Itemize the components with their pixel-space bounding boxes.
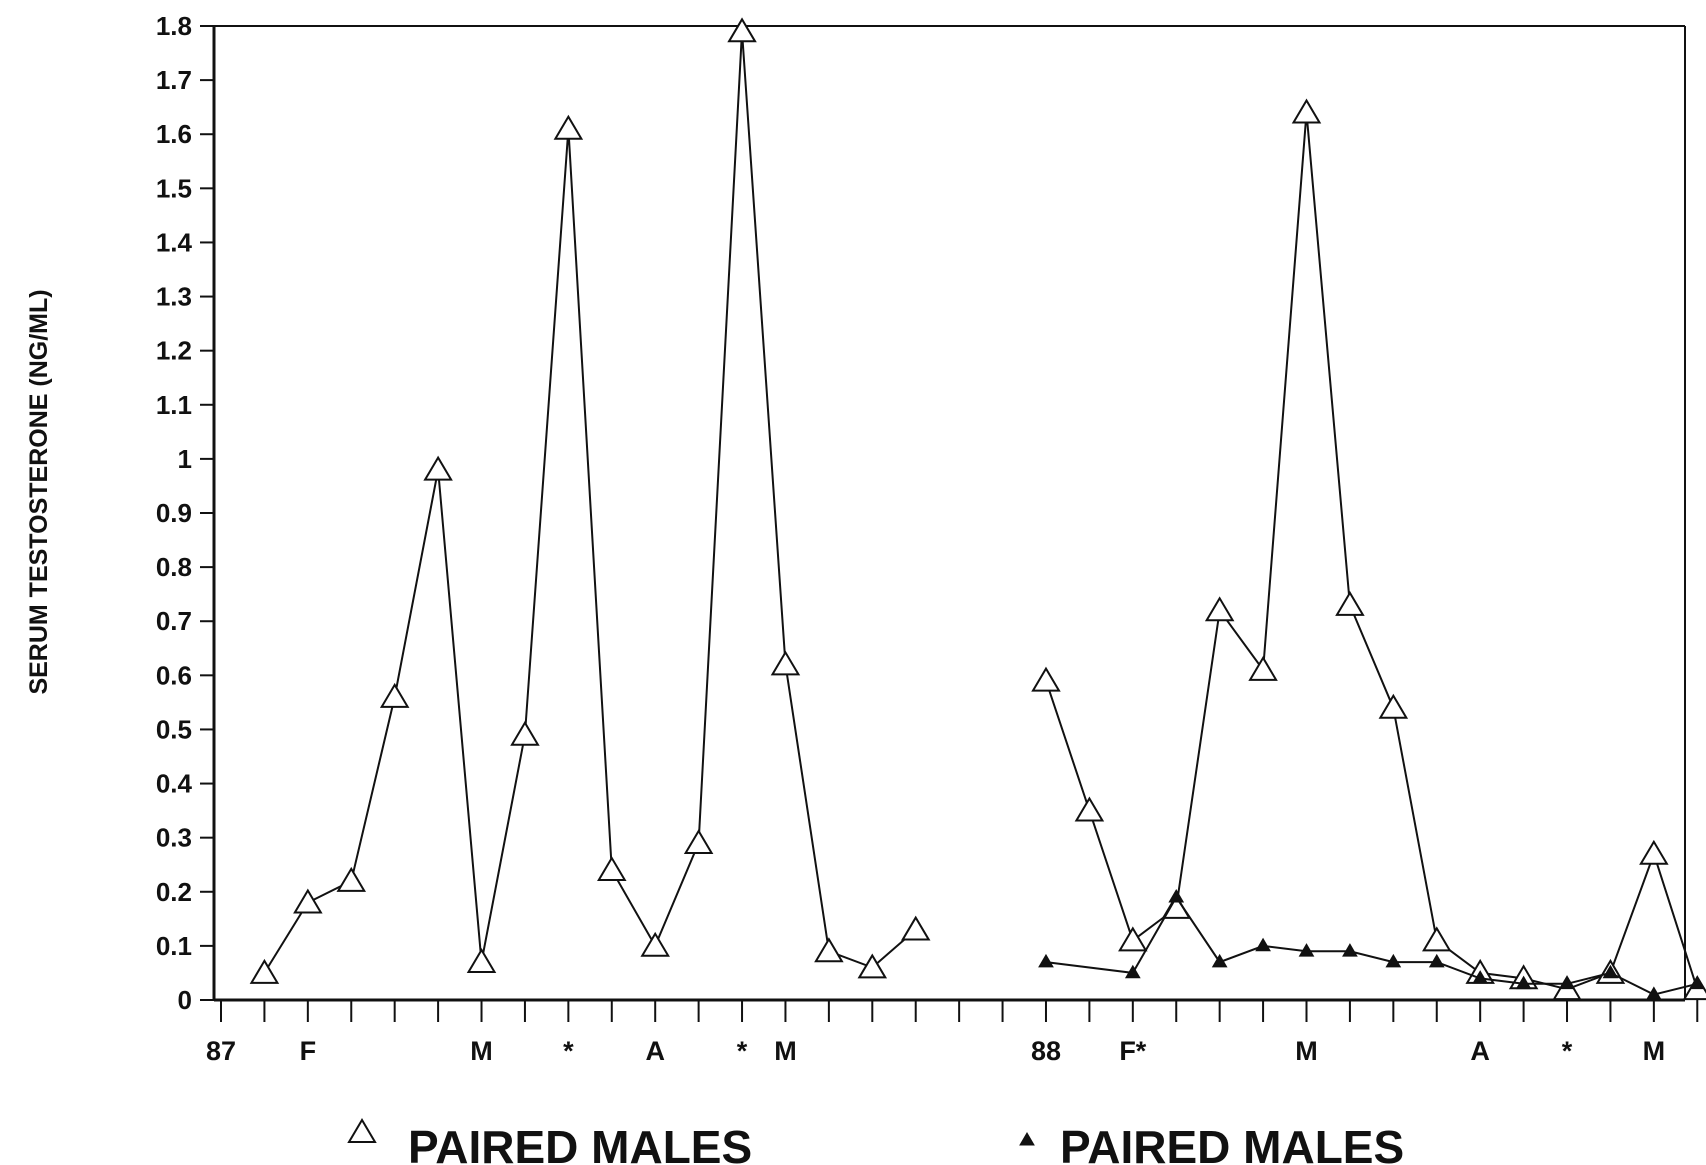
data-point-filled-triangle bbox=[1602, 964, 1619, 979]
x-axis-label: M bbox=[1643, 1036, 1666, 1066]
data-point-filled-triangle bbox=[1515, 975, 1532, 990]
y-tick-label: 1 bbox=[178, 444, 192, 474]
y-tick-label: 0.7 bbox=[156, 606, 192, 636]
y-tick-label: 1.6 bbox=[156, 119, 192, 149]
y-tick-label: 1.4 bbox=[156, 227, 193, 257]
x-axis-label: A bbox=[1470, 1036, 1490, 1066]
data-point-open-triangle bbox=[683, 829, 714, 854]
data-point-open-triangle bbox=[1422, 926, 1452, 952]
data-point-filled-triangle bbox=[1342, 943, 1358, 957]
x-axis-ticks bbox=[220, 1000, 1699, 1022]
data-point-filled-triangle bbox=[1255, 937, 1271, 952]
data-point-filled-triangle bbox=[1298, 943, 1315, 957]
x-axis-label: A bbox=[645, 1036, 665, 1066]
data-point-filled-triangle bbox=[1211, 953, 1228, 968]
data-point-open-triangle bbox=[770, 650, 801, 676]
series-layer bbox=[249, 17, 1706, 1001]
x-axis-label: 88 bbox=[1031, 1036, 1061, 1066]
x-axis-label: * bbox=[563, 1036, 574, 1066]
x-axis-label: * bbox=[1562, 1036, 1573, 1066]
y-tick-label: 0.8 bbox=[156, 552, 192, 582]
data-point-open-triangle bbox=[1335, 590, 1365, 616]
legend-open-triangle-marker bbox=[347, 1118, 377, 1143]
y-tick-label: 1.2 bbox=[156, 336, 192, 366]
data-point-open-triangle bbox=[1074, 796, 1105, 822]
data-point-filled-triangle bbox=[1124, 964, 1141, 979]
y-axis-title: SERUM TESTOSTERONE (NG/ML) bbox=[25, 289, 53, 694]
plot-frame bbox=[212, 25, 1686, 1002]
data-point-filled-triangle bbox=[1645, 986, 1662, 1000]
legend-entry-filled: PAIRED MALES bbox=[1019, 1121, 1404, 1165]
y-tick-label: 1.1 bbox=[156, 390, 192, 420]
data-point-open-triangle bbox=[1291, 98, 1322, 124]
x-axis-label: F bbox=[300, 1036, 317, 1066]
legend-filled-label: PAIRED MALES bbox=[1060, 1121, 1404, 1165]
y-tick-label: 0.2 bbox=[156, 877, 192, 907]
y-axis-ticks: 0 0.1 0.2 0.3 0.4 0.5 0.6 0.7 0.8 0.9 1 1.1 1.2 1.3 1.… bbox=[156, 11, 214, 1015]
data-point-open-triangle bbox=[597, 856, 627, 882]
y-tick-label: 0.9 bbox=[156, 498, 192, 528]
data-point-open-triangle bbox=[1248, 655, 1278, 681]
data-point-open-triangle bbox=[293, 888, 323, 914]
data-point-filled-triangle bbox=[1689, 975, 1706, 990]
y-tick-label: 0.3 bbox=[156, 823, 192, 853]
data-point-open-triangle bbox=[336, 866, 367, 892]
data-point-open-triangle bbox=[640, 931, 670, 957]
x-axis-labels: 87 F M * A * M 88 F* M A * M bbox=[206, 1036, 1665, 1066]
data-point-open-triangle bbox=[1378, 693, 1409, 719]
data-point-filled-triangle bbox=[1385, 953, 1402, 968]
data-point-open-triangle bbox=[1204, 596, 1235, 622]
y-tick-label: 1.8 bbox=[156, 11, 192, 41]
data-point-open-triangle bbox=[857, 953, 888, 979]
data-point-open-triangle bbox=[727, 17, 757, 43]
data-point-filled-triangle bbox=[1038, 953, 1054, 968]
data-point-filled-triangle bbox=[1428, 953, 1445, 968]
series-line bbox=[1045, 112, 1699, 991]
data-point-filled-triangle bbox=[1168, 888, 1185, 903]
data-point-open-triangle bbox=[900, 915, 931, 941]
data-point-open-triangle bbox=[1031, 666, 1061, 692]
data-point-open-triangle bbox=[466, 948, 497, 974]
data-point-open-triangle bbox=[1639, 839, 1669, 865]
legend-filled-triangle-marker bbox=[1019, 1132, 1035, 1146]
data-point-filled-triangle bbox=[1559, 975, 1575, 990]
x-axis-label: M bbox=[774, 1036, 797, 1066]
y-tick-label: 0.4 bbox=[156, 769, 193, 799]
data-point-open-triangle bbox=[379, 682, 410, 708]
legend-entry-open: PAIRED MALES bbox=[347, 1118, 752, 1165]
x-axis-label: M bbox=[1295, 1036, 1318, 1066]
x-axis-label: F* bbox=[1119, 1036, 1146, 1066]
data-point-open-triangle bbox=[249, 958, 280, 984]
series-open bbox=[249, 17, 1706, 1001]
x-axis-label: M bbox=[470, 1036, 493, 1066]
data-point-open-triangle bbox=[510, 720, 540, 746]
x-axis-label: 87 bbox=[206, 1036, 236, 1066]
data-point-open-triangle bbox=[1118, 926, 1148, 952]
y-tick-label: 0.5 bbox=[156, 714, 192, 744]
y-tick-label: 1.3 bbox=[156, 282, 192, 312]
x-axis-label: * bbox=[737, 1036, 748, 1066]
series-line bbox=[263, 31, 917, 974]
data-point-open-triangle bbox=[423, 455, 453, 481]
data-point-filled-triangle bbox=[1472, 970, 1489, 984]
data-point-open-triangle bbox=[814, 937, 844, 963]
series-filled bbox=[1038, 888, 1706, 1000]
data-point-open-triangle bbox=[553, 114, 584, 140]
legend: PAIRED MALES PAIRED MALES bbox=[347, 1118, 1404, 1165]
y-tick-label: 0 bbox=[178, 985, 192, 1015]
y-tick-label: 1.5 bbox=[156, 173, 192, 203]
y-tick-label: 1.7 bbox=[156, 65, 192, 95]
y-tick-label: 0.6 bbox=[156, 660, 192, 690]
y-tick-label: 0.1 bbox=[156, 931, 192, 961]
legend-open-label: PAIRED MALES bbox=[408, 1121, 752, 1165]
